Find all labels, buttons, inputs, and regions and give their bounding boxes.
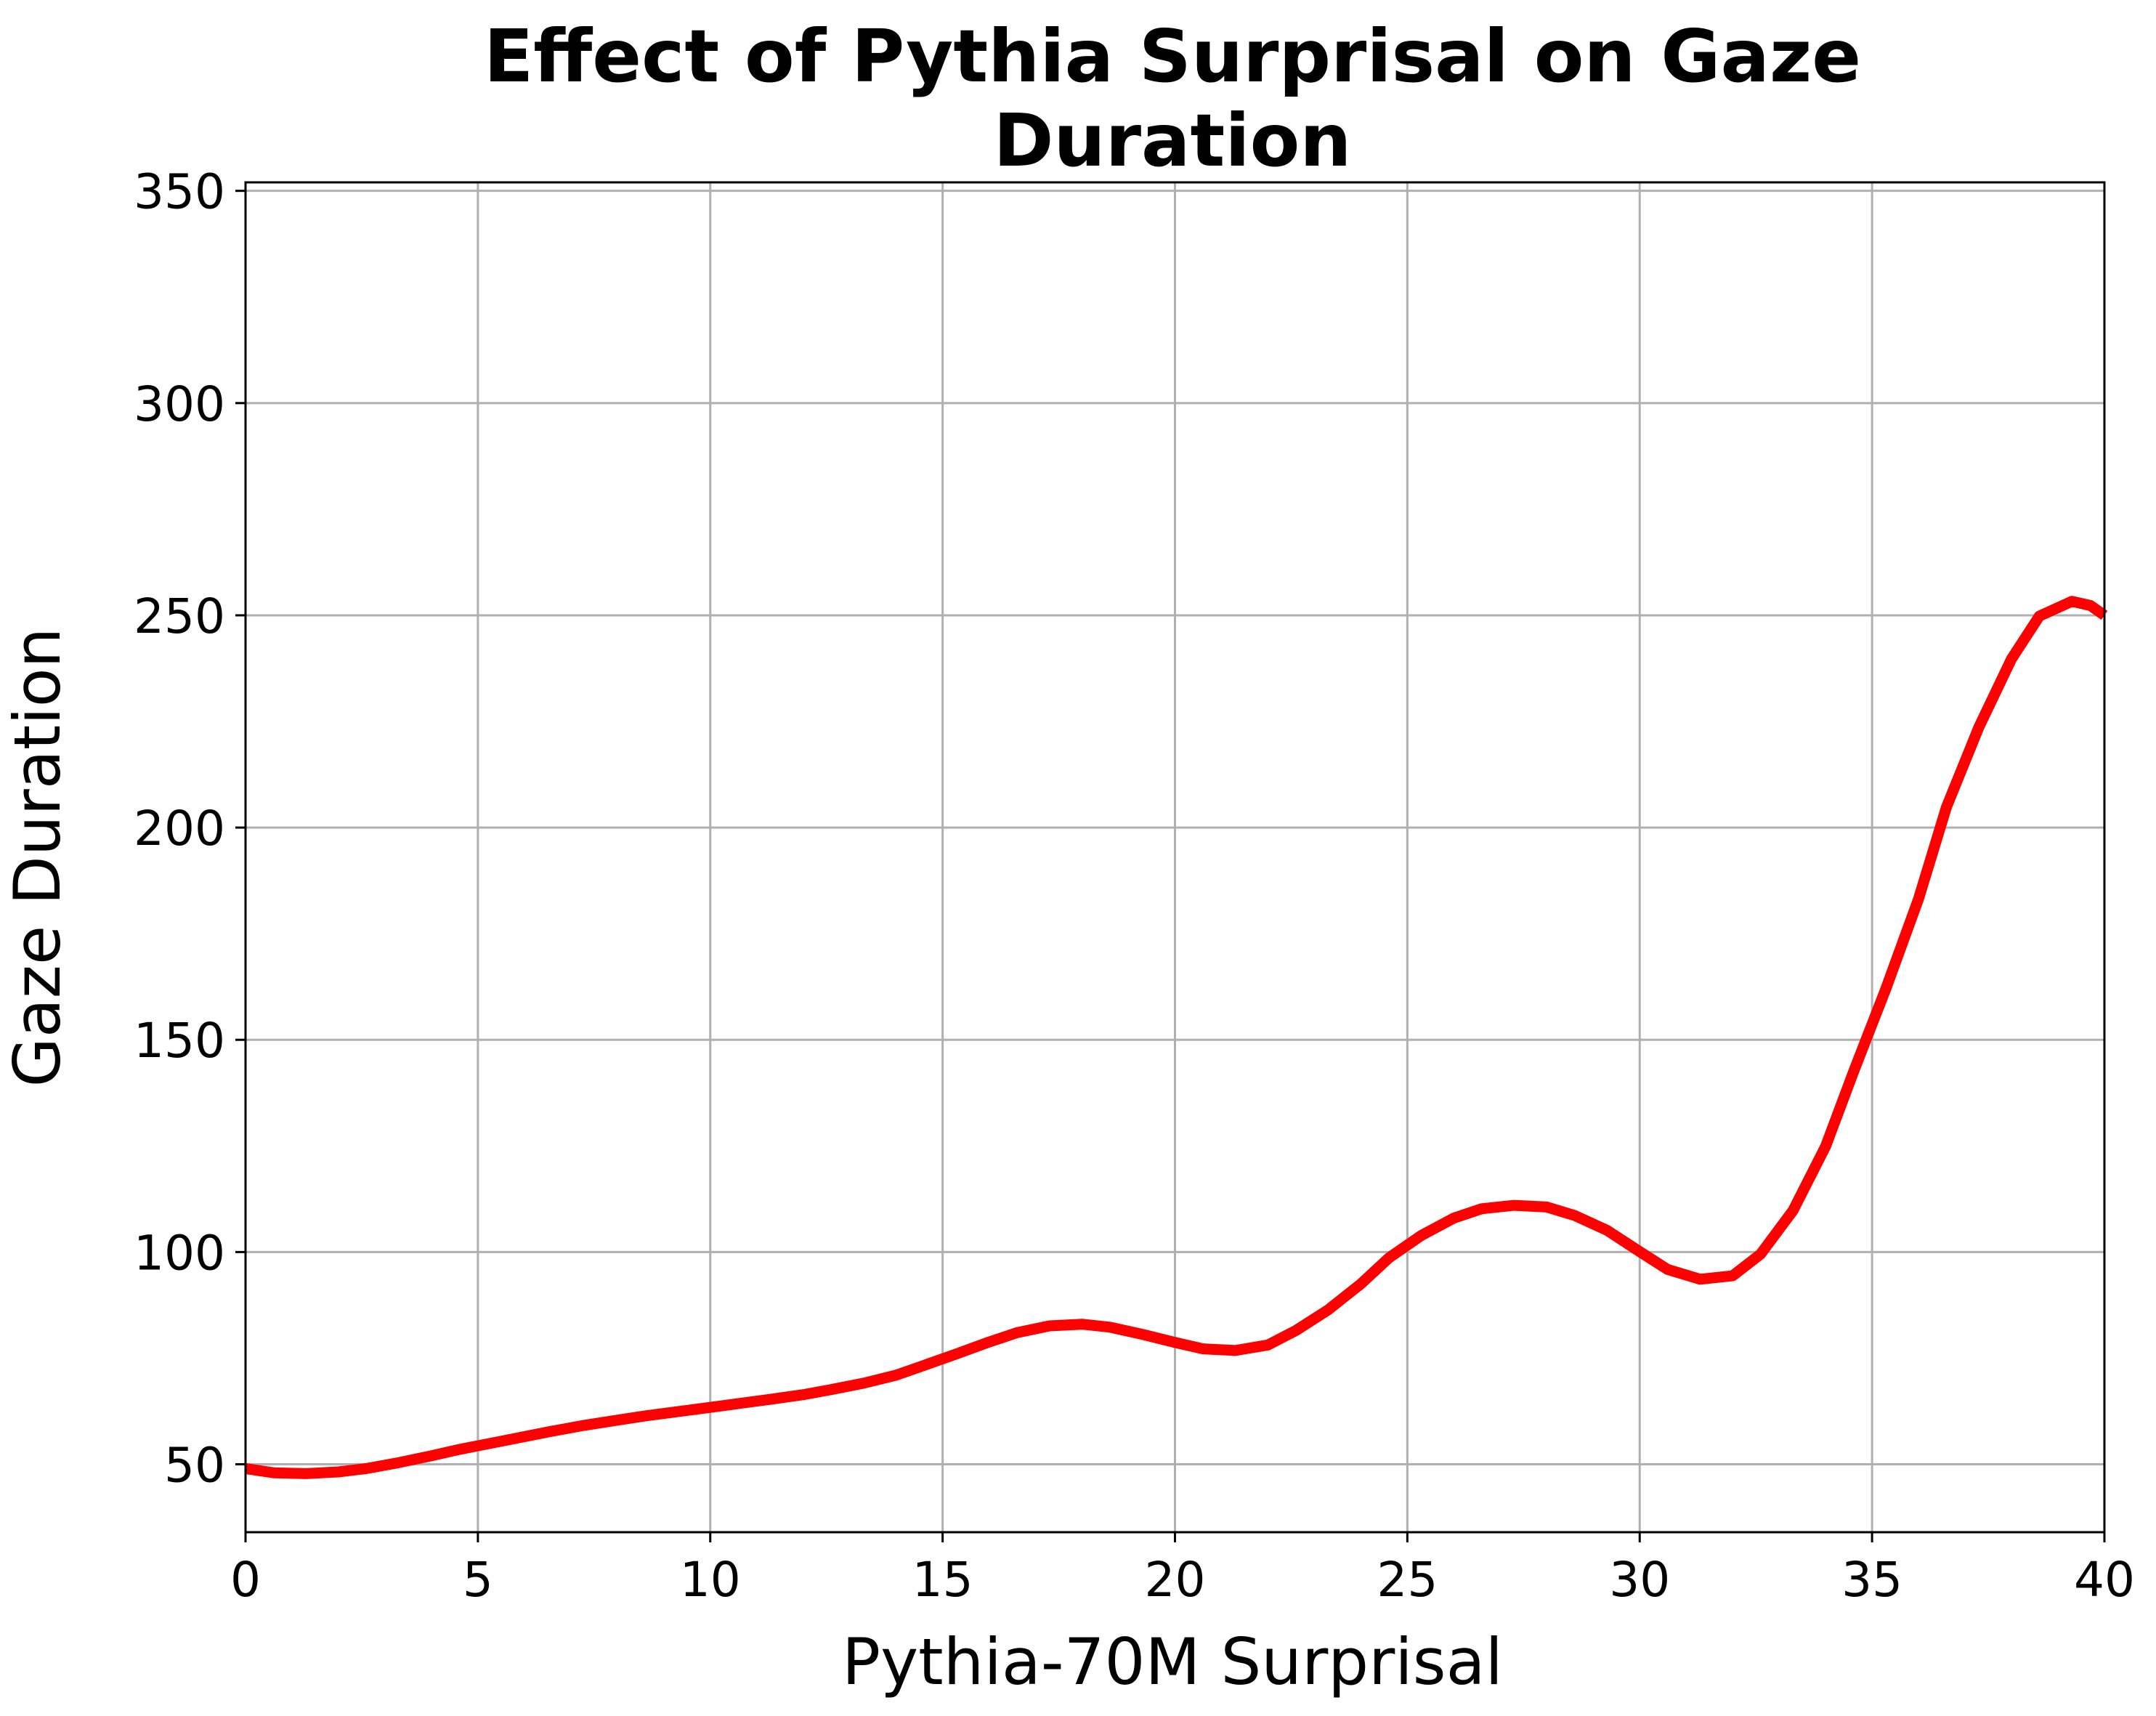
x-tick-label: 0 [230, 1552, 261, 1608]
chart-title-line-2: Duration [994, 98, 1352, 183]
x-tick-label: 25 [1377, 1552, 1438, 1608]
x-axis-label: Pythia-70M Surprisal [842, 1624, 1503, 1699]
chart-title: Effect of Pythia Surprisal on Gaze Durat… [484, 14, 1861, 183]
x-tick-label: 20 [1145, 1552, 1206, 1608]
series-line [244, 596, 2108, 1479]
chart-title-line-1: Effect of Pythia Surprisal on Gaze [484, 14, 1861, 99]
x-tick-label: 10 [680, 1552, 741, 1608]
y-tick-label: 200 [134, 801, 225, 857]
y-tick-label: 150 [134, 1013, 225, 1069]
axis-ticks: 0 5 10 15 20 25 30 35 40 50 100 150 200 250 300 350 [134, 164, 2135, 1608]
y-tick-label: 100 [134, 1225, 225, 1281]
x-tick-label: 5 [463, 1552, 493, 1608]
y-axis-label: Gaze Duration [0, 628, 75, 1088]
x-tick-label: 40 [2074, 1552, 2135, 1608]
y-tick-label: 50 [164, 1438, 225, 1494]
y-tick-label: 250 [134, 588, 225, 644]
x-tick-label: 35 [1841, 1552, 1902, 1608]
x-tick-label: 15 [912, 1552, 973, 1608]
x-tick-label: 30 [1609, 1552, 1670, 1608]
plot-series [244, 596, 2108, 1479]
y-tick-label: 300 [134, 376, 225, 432]
grid-lines [244, 182, 2106, 1532]
y-tick-label: 350 [134, 164, 225, 220]
